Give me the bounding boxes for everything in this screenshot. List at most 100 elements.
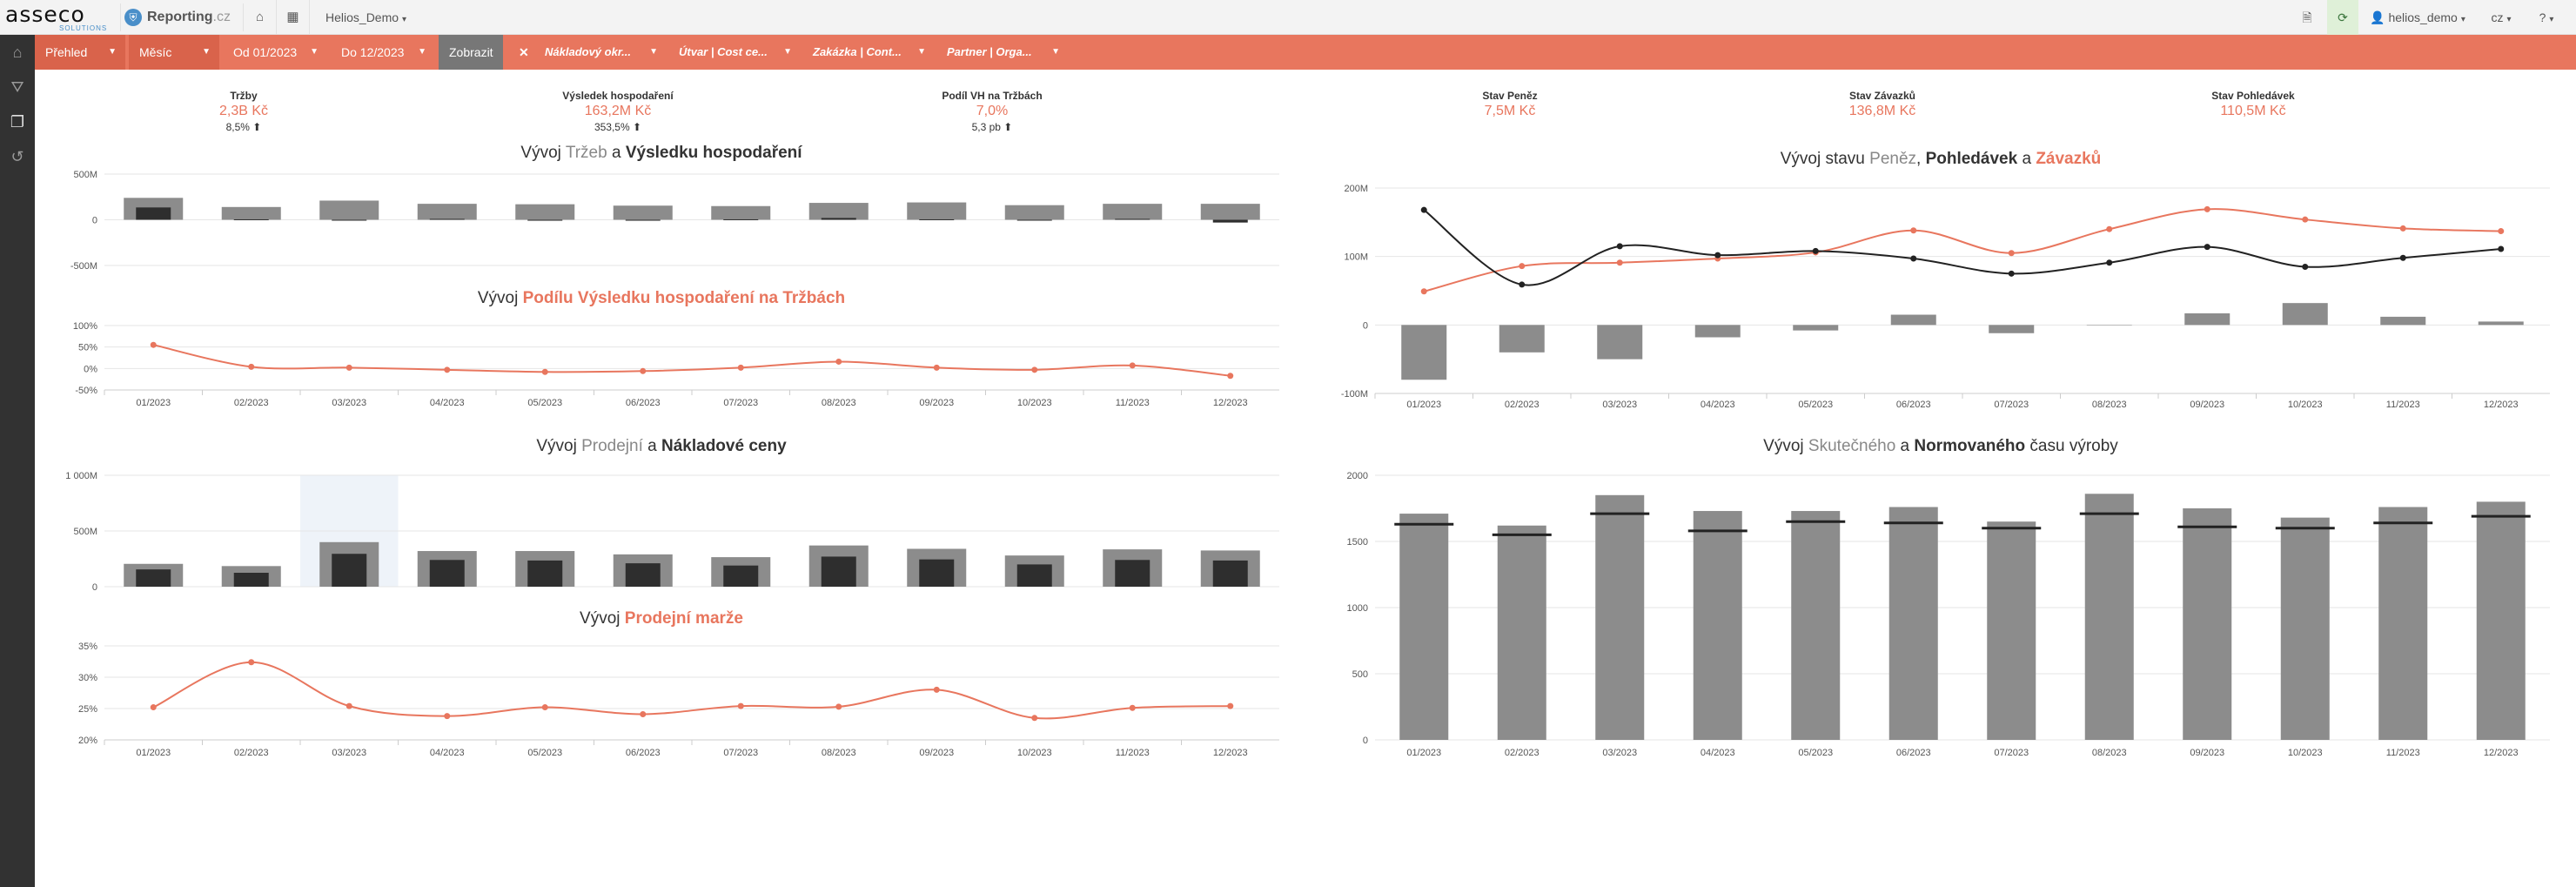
period-dropdown[interactable]: Měsíc ▼ bbox=[129, 35, 219, 70]
margin-point bbox=[444, 713, 451, 720]
kpi-label: Podíl VH na Tržbách bbox=[942, 90, 1043, 102]
user-icon: 👤 bbox=[2370, 10, 2385, 24]
y-tick-label: 20% bbox=[78, 736, 97, 746]
result-bar bbox=[821, 218, 856, 220]
caret-down-icon: ▼ bbox=[202, 47, 211, 57]
margin-point bbox=[640, 710, 647, 717]
caret-down-icon: ▼ bbox=[310, 47, 319, 57]
x-tick-label: 10/2023 bbox=[1017, 398, 1052, 408]
actual-time-bar bbox=[1595, 494, 1645, 740]
x-tick-label: 05/2023 bbox=[1798, 748, 1833, 758]
clear-filters-icon[interactable]: ✕ bbox=[519, 45, 529, 59]
payables-point bbox=[2204, 205, 2210, 212]
copy-icon[interactable]: ❐ bbox=[10, 113, 25, 131]
cost-price-bar bbox=[821, 556, 856, 587]
receivables-point bbox=[2204, 244, 2210, 251]
caret-down-icon: ▾ bbox=[402, 15, 407, 24]
result-share-chart[interactable]: 100% 50% 0% -50% 01/2023 02/2023 03/2023 04/202… bbox=[35, 313, 1288, 414]
document-icon[interactable]: 🗎 bbox=[2302, 10, 2312, 24]
y-tick-label: 1 000M bbox=[65, 471, 97, 481]
home-icon[interactable]: ⌂ bbox=[12, 44, 23, 61]
payables-point bbox=[2498, 228, 2505, 235]
logo-subtext: SOLUTIONS bbox=[59, 24, 108, 32]
x-tick-label: 01/2023 bbox=[1406, 748, 1441, 758]
caret-down-icon: ▼ bbox=[783, 47, 792, 57]
dimension-dropdown-partner[interactable]: Partner | Orga... ▼ bbox=[936, 35, 1069, 70]
grid-icon[interactable]: ▦ bbox=[277, 0, 310, 35]
dimension-dropdown-contract[interactable]: Zakázka | Cont... ▼ bbox=[802, 35, 935, 70]
cash-bar bbox=[2282, 303, 2328, 326]
sale-cost-chart[interactable]: 1 000M 500M 0 bbox=[35, 461, 1288, 592]
x-tick-label: 12/2023 bbox=[1213, 398, 1248, 408]
dimension-dropdown-cost-center[interactable]: Nákladový okr... ▼ bbox=[534, 35, 667, 70]
result-bar bbox=[233, 218, 269, 220]
kpi-label: Stav Peněz bbox=[1482, 90, 1538, 102]
date-to-dropdown[interactable]: Do 12/2023 ▼ bbox=[331, 35, 435, 70]
receivables-line bbox=[1423, 209, 2501, 286]
actual-time-bar bbox=[1693, 511, 1742, 740]
y-tick-label: 500M bbox=[73, 170, 97, 180]
x-tick-label: 12/2023 bbox=[2484, 400, 2519, 409]
margin-point bbox=[933, 686, 940, 693]
x-tick-label: 10/2023 bbox=[2288, 400, 2323, 409]
cost-price-bar bbox=[429, 560, 465, 587]
sync-icon[interactable]: ⟳ bbox=[2327, 0, 2358, 35]
production-time-chart[interactable]: 2000 1500 1000 500 0 01/2023 02/2023 03/2023 04/… bbox=[1323, 461, 2559, 766]
home-icon[interactable]: ⌂ bbox=[244, 0, 277, 35]
y-tick-label: -500M bbox=[70, 261, 97, 272]
kpi-label: Stav Pohledávek bbox=[2211, 90, 2295, 102]
x-tick-label: 07/2023 bbox=[723, 398, 758, 408]
margin-point bbox=[737, 702, 744, 709]
x-tick-label: 04/2023 bbox=[1701, 748, 1735, 758]
x-tick-label: 01/2023 bbox=[1406, 400, 1441, 409]
result-share-point bbox=[1031, 366, 1038, 373]
workspace-dropdown[interactable]: Helios_Demo ▾ bbox=[325, 0, 406, 35]
kpi-delta: 5,3 pb ⬆ bbox=[971, 121, 1013, 133]
filter-icon[interactable]: ⛛ bbox=[10, 78, 24, 96]
payables-line bbox=[1423, 208, 2501, 292]
cost-price-bar bbox=[1016, 564, 1052, 587]
cost-price-bar bbox=[723, 565, 759, 587]
actual-time-bar bbox=[1791, 511, 1841, 740]
cash-bar bbox=[2380, 316, 2426, 326]
user-dropdown[interactable]: 👤 helios_demo ▾ bbox=[2365, 0, 2470, 35]
cash-chart[interactable]: 200M 100M 0 -100M 01/2023 02/2023 03/2023 04/20… bbox=[1323, 174, 2559, 409]
dimension-dropdown-department[interactable]: Útvar | Cost ce... ▼ bbox=[668, 35, 801, 70]
date-from-dropdown[interactable]: Od 01/2023 ▼ bbox=[223, 35, 327, 70]
chart-title-result-share: Vývoj Podílu Výsledku hospodaření na Trž… bbox=[477, 289, 846, 307]
kpi-value: 7,5M Kč bbox=[1484, 104, 1536, 118]
payables-point bbox=[2302, 216, 2309, 223]
result-bar bbox=[332, 219, 367, 221]
help-dropdown[interactable]: ? ▾ bbox=[2531, 0, 2562, 35]
view-dropdown[interactable]: Přehled ▼ bbox=[35, 35, 125, 70]
cost-price-bar bbox=[233, 573, 269, 587]
cash-bar bbox=[1694, 325, 1741, 338]
asseco-logo[interactable]: asseco SOLUTIONS bbox=[5, 2, 111, 33]
x-tick-label: 02/2023 bbox=[234, 398, 269, 408]
y-tick-label: 25% bbox=[78, 704, 97, 715]
reporting-brand[interactable]: ⛨ Reporting.cz bbox=[120, 3, 244, 31]
history-icon[interactable]: ↺ bbox=[10, 148, 24, 165]
x-tick-label: 08/2023 bbox=[2092, 400, 2127, 409]
caret-down-icon: ▾ bbox=[2549, 15, 2554, 24]
language-label: cz bbox=[2491, 10, 2504, 24]
actual-time-bar bbox=[1399, 514, 1449, 740]
result-share-point bbox=[1129, 362, 1136, 369]
cash-bar bbox=[1890, 314, 1936, 326]
result-bar bbox=[919, 218, 955, 220]
kpi-value: 163,2M Kč bbox=[584, 104, 652, 118]
cash-bar bbox=[1989, 325, 2035, 333]
sidebar: ⌂ ⛛ ❐ ↺ bbox=[0, 35, 35, 887]
y-tick-label: -50% bbox=[75, 386, 97, 396]
payables-point bbox=[1616, 259, 1623, 266]
x-tick-label: 08/2023 bbox=[822, 398, 856, 408]
kpi-payables: Stav Závazků 136,8M Kč bbox=[1787, 90, 1978, 119]
kpi-result-share: Podíl VH na Tržbách 7,0% 5,3 pb ⬆ bbox=[896, 90, 1088, 133]
payables-point bbox=[2008, 250, 2015, 257]
y-tick-label: 2000 bbox=[1347, 471, 1368, 481]
show-button[interactable]: Zobrazit bbox=[439, 35, 503, 70]
language-dropdown[interactable]: cz ▾ bbox=[2484, 0, 2519, 35]
y-tick-label: 0% bbox=[84, 364, 97, 374]
revenue-result-chart[interactable]: 500M 0 -500M bbox=[35, 165, 1288, 279]
margin-chart[interactable]: 35% 30% 25% 20% 01/2023 02/2023 03/2023 04/2023… bbox=[35, 634, 1288, 764]
